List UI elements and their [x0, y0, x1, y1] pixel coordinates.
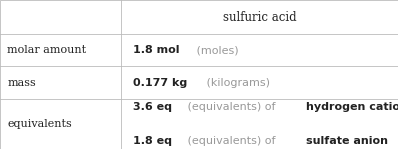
Text: mass: mass — [7, 78, 36, 88]
Text: molar amount: molar amount — [7, 45, 86, 55]
Text: 3.6 eq: 3.6 eq — [133, 102, 172, 112]
Text: sulfuric acid: sulfuric acid — [223, 11, 297, 24]
Text: (kilograms): (kilograms) — [203, 78, 270, 88]
Text: 1.8 mol: 1.8 mol — [133, 45, 180, 55]
Text: hydrogen cation: hydrogen cation — [306, 102, 398, 112]
Text: sulfate anion: sulfate anion — [306, 136, 388, 146]
Text: equivalents: equivalents — [7, 119, 72, 129]
Text: (equivalents) of: (equivalents) of — [183, 102, 279, 112]
Text: (equivalents) of: (equivalents) of — [183, 136, 279, 146]
Text: (moles): (moles) — [193, 45, 239, 55]
Text: 1.8 eq: 1.8 eq — [133, 136, 172, 146]
Text: 0.177 kg: 0.177 kg — [133, 78, 187, 88]
